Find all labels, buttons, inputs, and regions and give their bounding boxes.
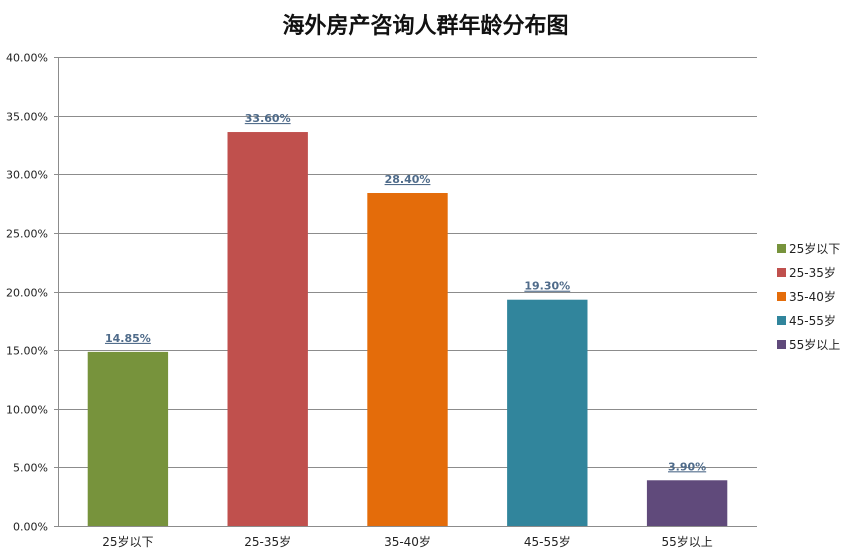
y-tick-label: 20.00% (6, 287, 48, 300)
legend-swatch (777, 244, 786, 253)
legend-swatch (777, 268, 786, 277)
y-tick-label: 0.00% (13, 521, 48, 534)
legend-label: 25岁以下 (789, 241, 840, 256)
data-label: 28.40% (385, 173, 431, 186)
bar (87, 351, 169, 526)
chart-title: 海外房产咨询人群年龄分布图 (282, 13, 569, 39)
legend-swatch (777, 340, 786, 349)
x-tick-label: 25岁以下 (102, 534, 153, 549)
x-tick-label: 55岁以上 (661, 534, 712, 549)
bar (646, 480, 728, 526)
bar (507, 299, 588, 526)
legend-label: 55岁以上 (789, 337, 840, 352)
x-tick-label: 25-35岁 (244, 534, 291, 549)
data-label: 33.60% (245, 112, 291, 125)
y-tick-label: 25.00% (6, 228, 48, 241)
y-tick-label: 35.00% (6, 111, 48, 124)
x-tick-label: 45-55岁 (524, 534, 571, 549)
data-label: 3.90% (668, 460, 706, 473)
data-label: 19.30% (524, 280, 570, 293)
legend-swatch (777, 316, 786, 325)
data-label: 14.85% (105, 332, 151, 345)
legend-label: 45-55岁 (789, 313, 836, 328)
legend-label: 25-35岁 (789, 265, 836, 280)
y-tick-label: 5.00% (13, 462, 48, 475)
bar (227, 132, 308, 527)
x-tick-label: 35-40岁 (384, 534, 431, 549)
bar (367, 193, 448, 526)
y-tick-label: 40.00% (6, 52, 48, 65)
legend-label: 35-40岁 (789, 289, 836, 304)
y-tick-label: 10.00% (6, 404, 48, 417)
legend-swatch (777, 292, 786, 301)
y-tick-label: 15.00% (6, 345, 48, 358)
y-tick-label: 30.00% (6, 169, 48, 182)
